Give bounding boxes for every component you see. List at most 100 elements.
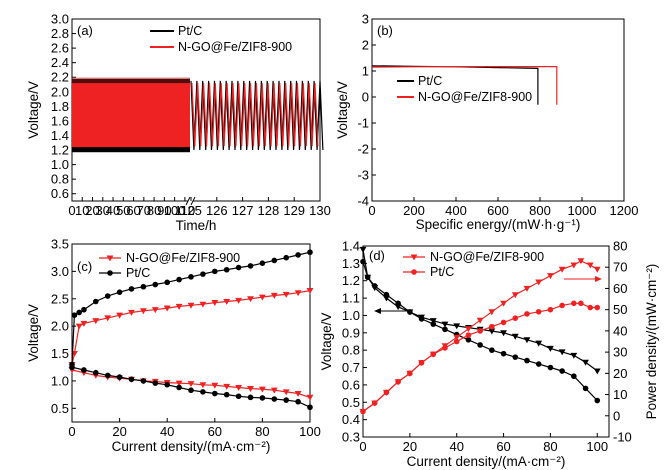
y-tick-label: 2.6 <box>51 41 69 56</box>
series-1-point <box>306 394 314 401</box>
x-tick-label: 20 <box>112 424 126 439</box>
series-2-point <box>453 334 461 341</box>
legend-label-n-go: N-GO@Fe/ZIF8-900 <box>430 250 544 264</box>
y-tick-label: -4 <box>357 194 369 209</box>
series-2-point <box>128 286 135 292</box>
arrow-left-axis-head <box>374 308 381 314</box>
series-3-point <box>571 300 577 307</box>
x-tick-label: 0 <box>68 424 75 439</box>
plot-frame <box>371 18 625 202</box>
legend-label-pt-c: Pt/C <box>430 265 454 279</box>
series-2-point <box>535 279 543 286</box>
arrow-right-axis-head <box>595 276 602 282</box>
series-3-point <box>104 372 111 379</box>
y2-tick-label: 20 <box>613 366 627 381</box>
series-2-point <box>295 252 301 258</box>
y-tick-label: 1.5 <box>51 346 69 361</box>
y-tick-label: 3.0 <box>51 12 69 27</box>
series-3-point <box>442 345 448 351</box>
y2-tick-label: 70 <box>613 260 627 275</box>
y-tick-label: 0.8 <box>342 343 360 358</box>
axis-break-mark <box>190 196 196 206</box>
series-0-point <box>116 312 123 319</box>
y2-tick-label: 30 <box>613 345 627 360</box>
series-0-point <box>223 298 231 305</box>
x-axis-label: Specific energy/(mW·h·g⁻¹) <box>416 217 581 232</box>
series-0-point <box>75 323 83 330</box>
series-pt-c <box>371 65 539 105</box>
y2-axis-label: Power density/(mW·cm⁻²) <box>644 264 659 420</box>
series-0-point <box>306 288 314 294</box>
panel-label: (a) <box>77 23 93 38</box>
series-0-point <box>80 320 88 327</box>
y-tick-label: -3 <box>357 168 369 183</box>
y-tick-label: 2.4 <box>51 55 69 70</box>
series-1-point <box>282 389 290 396</box>
series-1-point <box>360 258 366 265</box>
series-0-point <box>441 321 449 328</box>
series-2-point <box>71 312 78 319</box>
x-tick-label: 10 <box>75 203 89 218</box>
series-1-point <box>489 347 495 353</box>
series-1-point <box>571 373 577 380</box>
y2-tick-label: 40 <box>613 323 627 338</box>
series-2-point <box>247 263 254 269</box>
x-axis-label: Current density/(mA·cm⁻²) <box>407 454 566 469</box>
y-tick-label: 0.4 <box>342 412 360 427</box>
series-n-go-dense-edge <box>72 77 190 84</box>
y-tick-label: 0.9 <box>342 325 360 340</box>
x-tick-label: 100 <box>164 203 186 218</box>
x-tick-label: 20 <box>85 203 99 218</box>
x-tick-label: 90 <box>157 203 171 218</box>
series-3-point <box>128 376 135 383</box>
series-1-point <box>465 336 472 343</box>
series-3-point <box>223 391 230 398</box>
series-2-point <box>593 266 601 273</box>
y-axis-label: Voltage/V <box>26 81 41 139</box>
series-n-go <box>371 65 558 105</box>
series-0-point <box>558 349 566 356</box>
series-0-point <box>140 308 147 315</box>
series-0-point <box>383 295 390 302</box>
series-3-point <box>307 404 313 411</box>
series-0-point <box>92 318 100 325</box>
y-axis-label: Voltage/V <box>319 313 334 371</box>
y-tick-label: 0.3 <box>342 430 360 445</box>
series-n-go-dense <box>72 83 190 148</box>
series-3-point <box>453 338 460 345</box>
series-0-point <box>488 328 496 335</box>
series-3-point <box>383 389 390 396</box>
series-0-point <box>500 330 507 337</box>
x-tick-label: 50 <box>116 203 130 218</box>
y-tick-label: 2.2 <box>51 70 69 85</box>
series-3-point <box>418 359 425 366</box>
series-0-point <box>128 309 135 316</box>
y-tick-label: 1.2 <box>342 273 360 288</box>
series-3-line <box>362 302 598 412</box>
series-2-point <box>259 260 266 266</box>
x-tick-label: 30 <box>96 203 110 218</box>
series-0-point <box>211 300 219 307</box>
y-tick-label: 1 <box>362 64 369 79</box>
series-2-point <box>81 306 87 313</box>
series-pt-c-zigzag <box>190 80 324 151</box>
y2-tick-label: 80 <box>613 239 627 254</box>
series-1-point <box>235 384 242 391</box>
series-0-point <box>394 304 402 311</box>
series-2-point <box>188 274 194 280</box>
series-1-point <box>407 309 413 315</box>
series-2-point <box>223 266 230 273</box>
series-0-point <box>199 301 207 308</box>
x-tick-label: 129 <box>283 203 305 218</box>
series-2-point <box>307 249 313 256</box>
series-1-point <box>187 381 195 388</box>
series-3-point <box>489 323 495 330</box>
series-1-point <box>559 368 565 374</box>
series-2-point <box>93 298 99 305</box>
x-tick-label: 600 <box>487 203 509 218</box>
y-tick-label: 2.5 <box>51 291 69 306</box>
series-2-point <box>176 276 182 283</box>
y-axis-label: Voltage/V <box>335 81 350 139</box>
series-0-line <box>362 249 598 372</box>
